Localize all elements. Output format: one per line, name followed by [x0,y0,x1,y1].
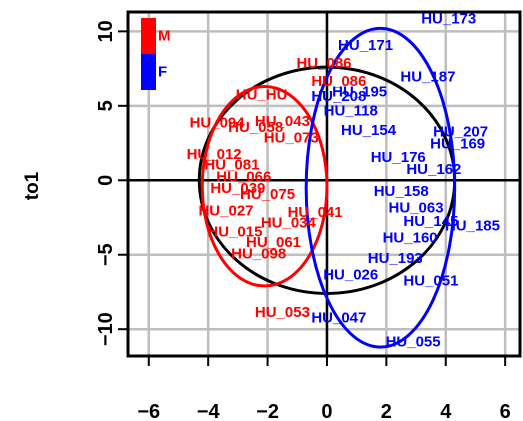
point-label-M: HU_HU [236,86,288,103]
x-tick-label: 6 [500,401,511,421]
point-label-F: HU_160 [383,229,438,246]
point-label-M: HU_027 [198,203,253,220]
y-axis-label: to1 [22,171,43,200]
legend-label-M: M [158,27,171,44]
legend-label-F: F [158,63,167,80]
y-tick-label: 5 [95,100,117,111]
plot-frame [126,10,522,358]
ellipse-M [200,84,329,288]
axis-ticks: −6 −4 −2 0 2 4 6 −10 −5 0 5 10 [95,20,511,421]
confidence-ellipses [197,26,457,349]
point-label-F: HU_207 [433,124,488,141]
point-label-F: HU_162 [406,161,461,178]
point-label-F: HU_171 [338,37,393,54]
point-label-M: HU_081 [204,156,259,173]
point-labels: HU_086HU_086HU_HUHU_094HU_058HU_043HU_07… [187,10,500,350]
point-label-M: HU_012 [187,146,242,163]
point-label-F: HU_154 [341,122,397,139]
x-tick-label: −2 [256,401,279,421]
point-label-M: HU_098 [231,246,286,263]
point-label-M: HU_094 [190,115,246,132]
point-label-F: HU_195 [332,83,387,100]
point-label-F: HU_145 [403,213,458,230]
point-label-F: HU_026 [323,267,378,284]
x-tick-label: −6 [137,401,160,421]
point-label-M: HU_075 [240,186,295,203]
point-label-F: HU_047 [311,310,366,327]
point-label-M: HU_041 [288,204,343,221]
point-label-F: HU_158 [374,183,429,200]
legend-swatch-F [141,54,156,90]
point-label-M: HU_053 [255,304,310,321]
point-label-F: HU_169 [430,136,485,153]
point-label-F: HU_063 [389,200,444,217]
point-label-M: HU_058 [228,119,283,136]
point-label-F: HU_185 [445,217,500,234]
legend-swatch-M [141,18,156,54]
y-tick-label: −10 [95,312,117,346]
point-label-F: HU_118 [324,103,378,120]
point-label-M: HU_043 [255,113,310,130]
point-label-M: HU_073 [264,130,319,147]
point-label-F: HU_173 [421,10,476,27]
point-label-F: HU_208 [311,88,366,105]
point-label-F: HU_187 [400,68,455,85]
point-label-M: HU_066 [216,168,271,185]
point-label-M: HU_086 [311,73,366,90]
point-label-M: HU_039 [210,180,265,197]
point-label-F: HU_055 [386,334,441,351]
y-tick-label: 0 [95,175,117,186]
point-label-M: HU_086 [296,55,351,72]
point-label-F: HU_176 [371,149,426,166]
y-tick-label: 10 [95,20,117,42]
x-tick-label: 0 [321,401,332,421]
point-label-M: HU_061 [246,234,301,251]
point-label-M: HU_034 [261,214,317,231]
point-label-M: HU_015 [207,223,262,240]
y-tick-label: −5 [95,243,117,266]
point-label-F: HU_051 [403,273,458,290]
point-label-F: HU_193 [368,250,423,267]
x-tick-label: 2 [381,401,392,421]
ellipse-F [304,26,457,349]
x-tick-label: −4 [197,401,221,421]
x-tick-label: 4 [440,401,452,421]
legend: MF [141,18,171,90]
